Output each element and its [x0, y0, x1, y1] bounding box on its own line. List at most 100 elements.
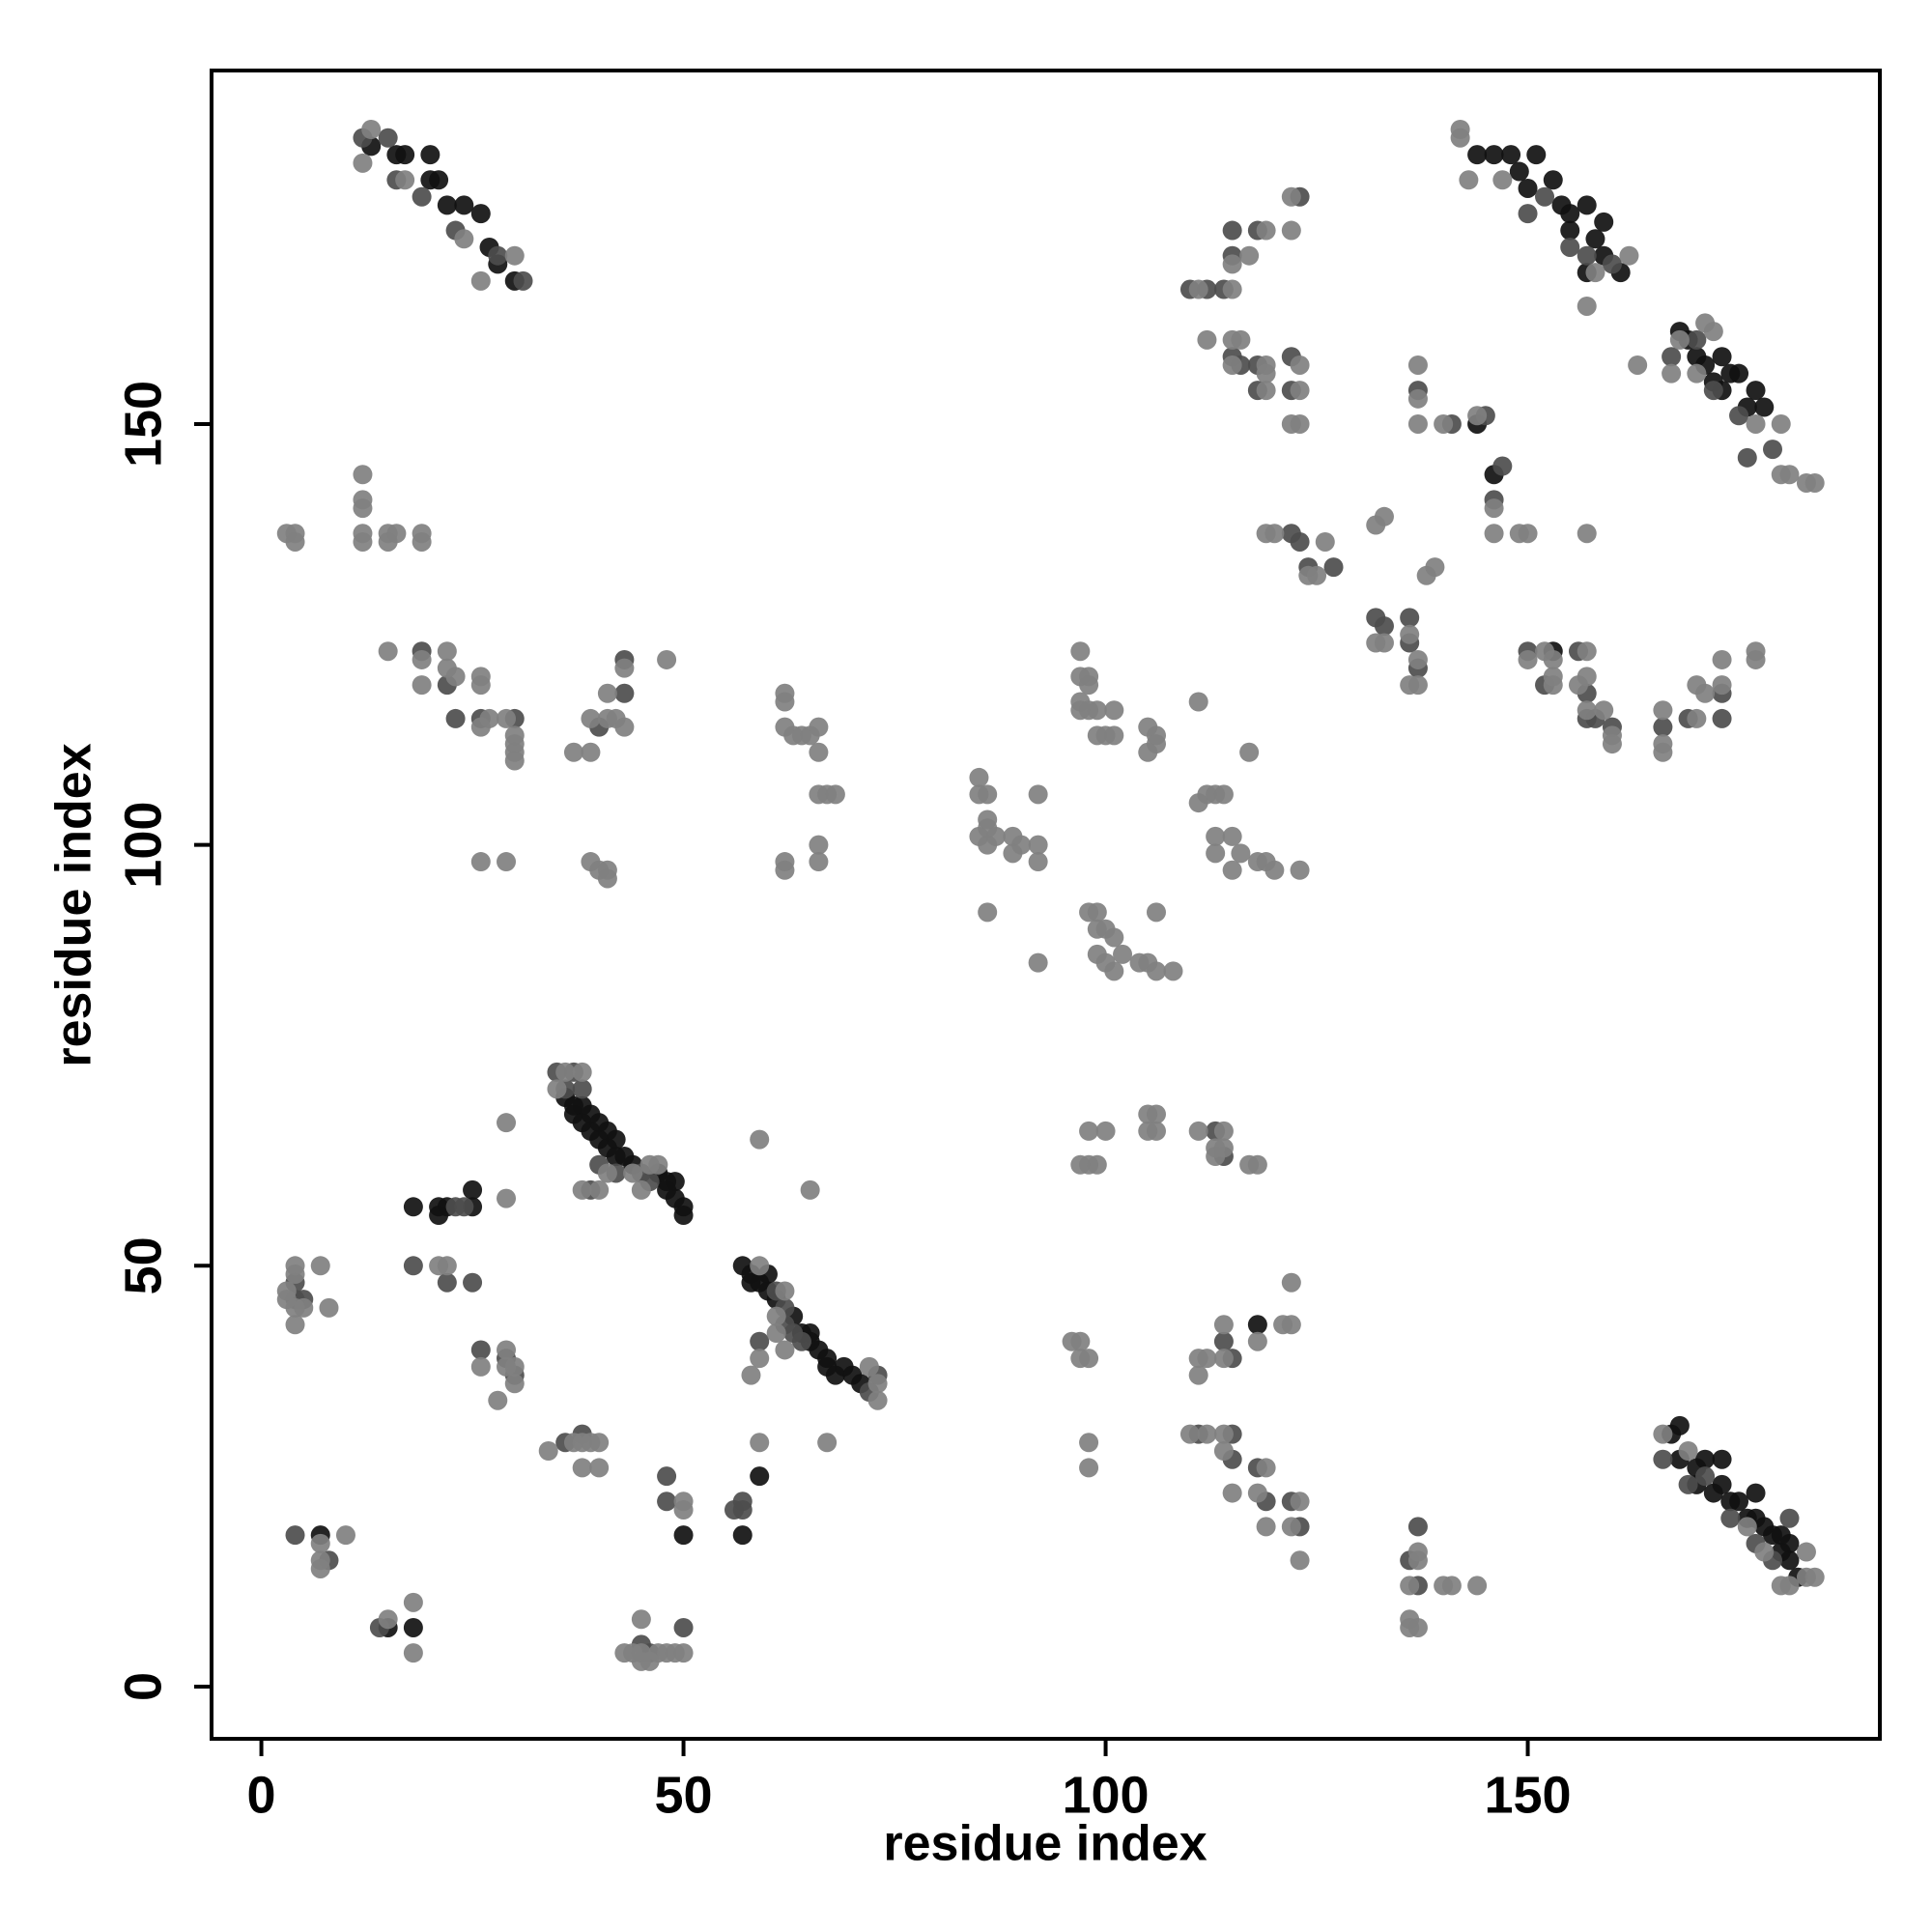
contact-point	[750, 1466, 770, 1487]
contact-point	[538, 1441, 558, 1462]
contact-point	[1281, 1315, 1301, 1335]
contact-point	[1703, 322, 1723, 342]
contact-point	[1703, 381, 1723, 401]
contact-point	[1509, 161, 1529, 182]
contact-point	[1577, 524, 1597, 544]
contact-point	[1737, 1517, 1757, 1537]
contact-point	[1213, 784, 1234, 805]
contact-point	[1213, 1315, 1234, 1335]
contact-point	[867, 1374, 888, 1394]
contact-point	[1441, 1576, 1462, 1596]
contact-point	[1653, 1449, 1673, 1469]
contact-point	[479, 708, 499, 728]
contact-point	[403, 1197, 423, 1217]
contact-point	[470, 1356, 491, 1377]
contact-point	[470, 675, 491, 696]
contact-point	[1146, 902, 1166, 923]
contact-point	[1729, 406, 1749, 426]
contact-point	[386, 524, 407, 544]
contact-point	[445, 708, 466, 728]
contact-point	[809, 852, 829, 872]
contact-point	[454, 195, 474, 215]
contact-point	[437, 1272, 457, 1293]
contact-point	[412, 186, 432, 207]
contact-point	[1213, 1441, 1234, 1462]
contact-point	[1197, 1424, 1217, 1444]
contact-point	[1400, 624, 1420, 644]
contact-point	[1256, 381, 1276, 401]
contact-point	[1669, 329, 1690, 350]
contact-point	[1281, 1517, 1301, 1537]
plot-frame	[210, 69, 1882, 1741]
contact-point	[1535, 641, 1555, 662]
contact-point	[470, 1340, 491, 1360]
contact-point	[1577, 245, 1597, 266]
contact-point	[1087, 700, 1107, 721]
contact-point	[1425, 557, 1445, 578]
contact-point	[572, 1458, 592, 1478]
contact-point	[1374, 633, 1394, 653]
contact-point	[429, 1206, 449, 1226]
contact-point	[1323, 557, 1344, 578]
contact-point	[597, 1163, 617, 1183]
contact-point	[1222, 1483, 1242, 1503]
contact-point	[1028, 952, 1048, 973]
contact-point	[403, 1617, 423, 1637]
contact-point	[791, 1331, 811, 1351]
contact-point	[1560, 220, 1580, 241]
contact-point	[1653, 1424, 1673, 1444]
contact-point	[1543, 667, 1563, 687]
contact-point	[581, 708, 601, 728]
contact-point	[1712, 649, 1732, 669]
y-tick-label: 0	[114, 1672, 172, 1701]
contact-point	[1804, 472, 1825, 493]
contact-point	[513, 270, 533, 291]
contact-point	[1619, 245, 1639, 266]
contact-point	[732, 1525, 753, 1546]
contact-point	[1407, 1542, 1428, 1562]
contact-point	[623, 1163, 643, 1183]
contact-point	[1179, 1424, 1200, 1444]
contact-point	[1662, 347, 1682, 367]
contact-point	[1011, 835, 1032, 855]
contact-point	[445, 1197, 466, 1217]
contact-point	[1407, 388, 1428, 409]
contact-point	[403, 1643, 423, 1663]
contact-point	[1400, 1617, 1420, 1637]
contact-point	[809, 742, 829, 762]
contact-point	[1746, 641, 1766, 662]
contact-point	[488, 1390, 508, 1410]
contact-point	[1028, 852, 1048, 872]
contact-point	[1653, 742, 1673, 762]
contact-point	[1290, 531, 1310, 552]
contact-point	[1247, 1154, 1267, 1175]
contact-point	[1222, 355, 1242, 375]
contact-point	[614, 717, 635, 737]
contact-point	[750, 1331, 770, 1351]
contact-point	[1695, 1449, 1716, 1469]
contact-point	[1281, 186, 1301, 207]
contact-point	[1467, 406, 1488, 426]
contact-point	[1290, 1550, 1310, 1571]
contact-point	[285, 1264, 305, 1285]
contact-point	[1028, 784, 1048, 805]
contact-point	[1231, 329, 1251, 350]
contact-point	[1763, 440, 1783, 460]
contact-point	[978, 902, 998, 923]
contact-point	[470, 852, 491, 872]
contact-point	[1079, 1433, 1099, 1453]
contact-point	[1746, 1483, 1766, 1503]
contact-point	[1213, 1331, 1234, 1351]
contact-point	[1079, 675, 1099, 696]
contact-point	[285, 1297, 305, 1318]
x-tick-label: 0	[247, 1766, 276, 1824]
contact-point	[1450, 128, 1470, 148]
contact-point	[673, 1206, 694, 1226]
contact-point	[353, 153, 373, 173]
contact-point	[1543, 170, 1563, 190]
contact-point	[859, 1356, 879, 1377]
x-tick-label: 150	[1484, 1766, 1571, 1824]
contact-point	[547, 1079, 567, 1099]
contact-point	[1737, 447, 1757, 468]
